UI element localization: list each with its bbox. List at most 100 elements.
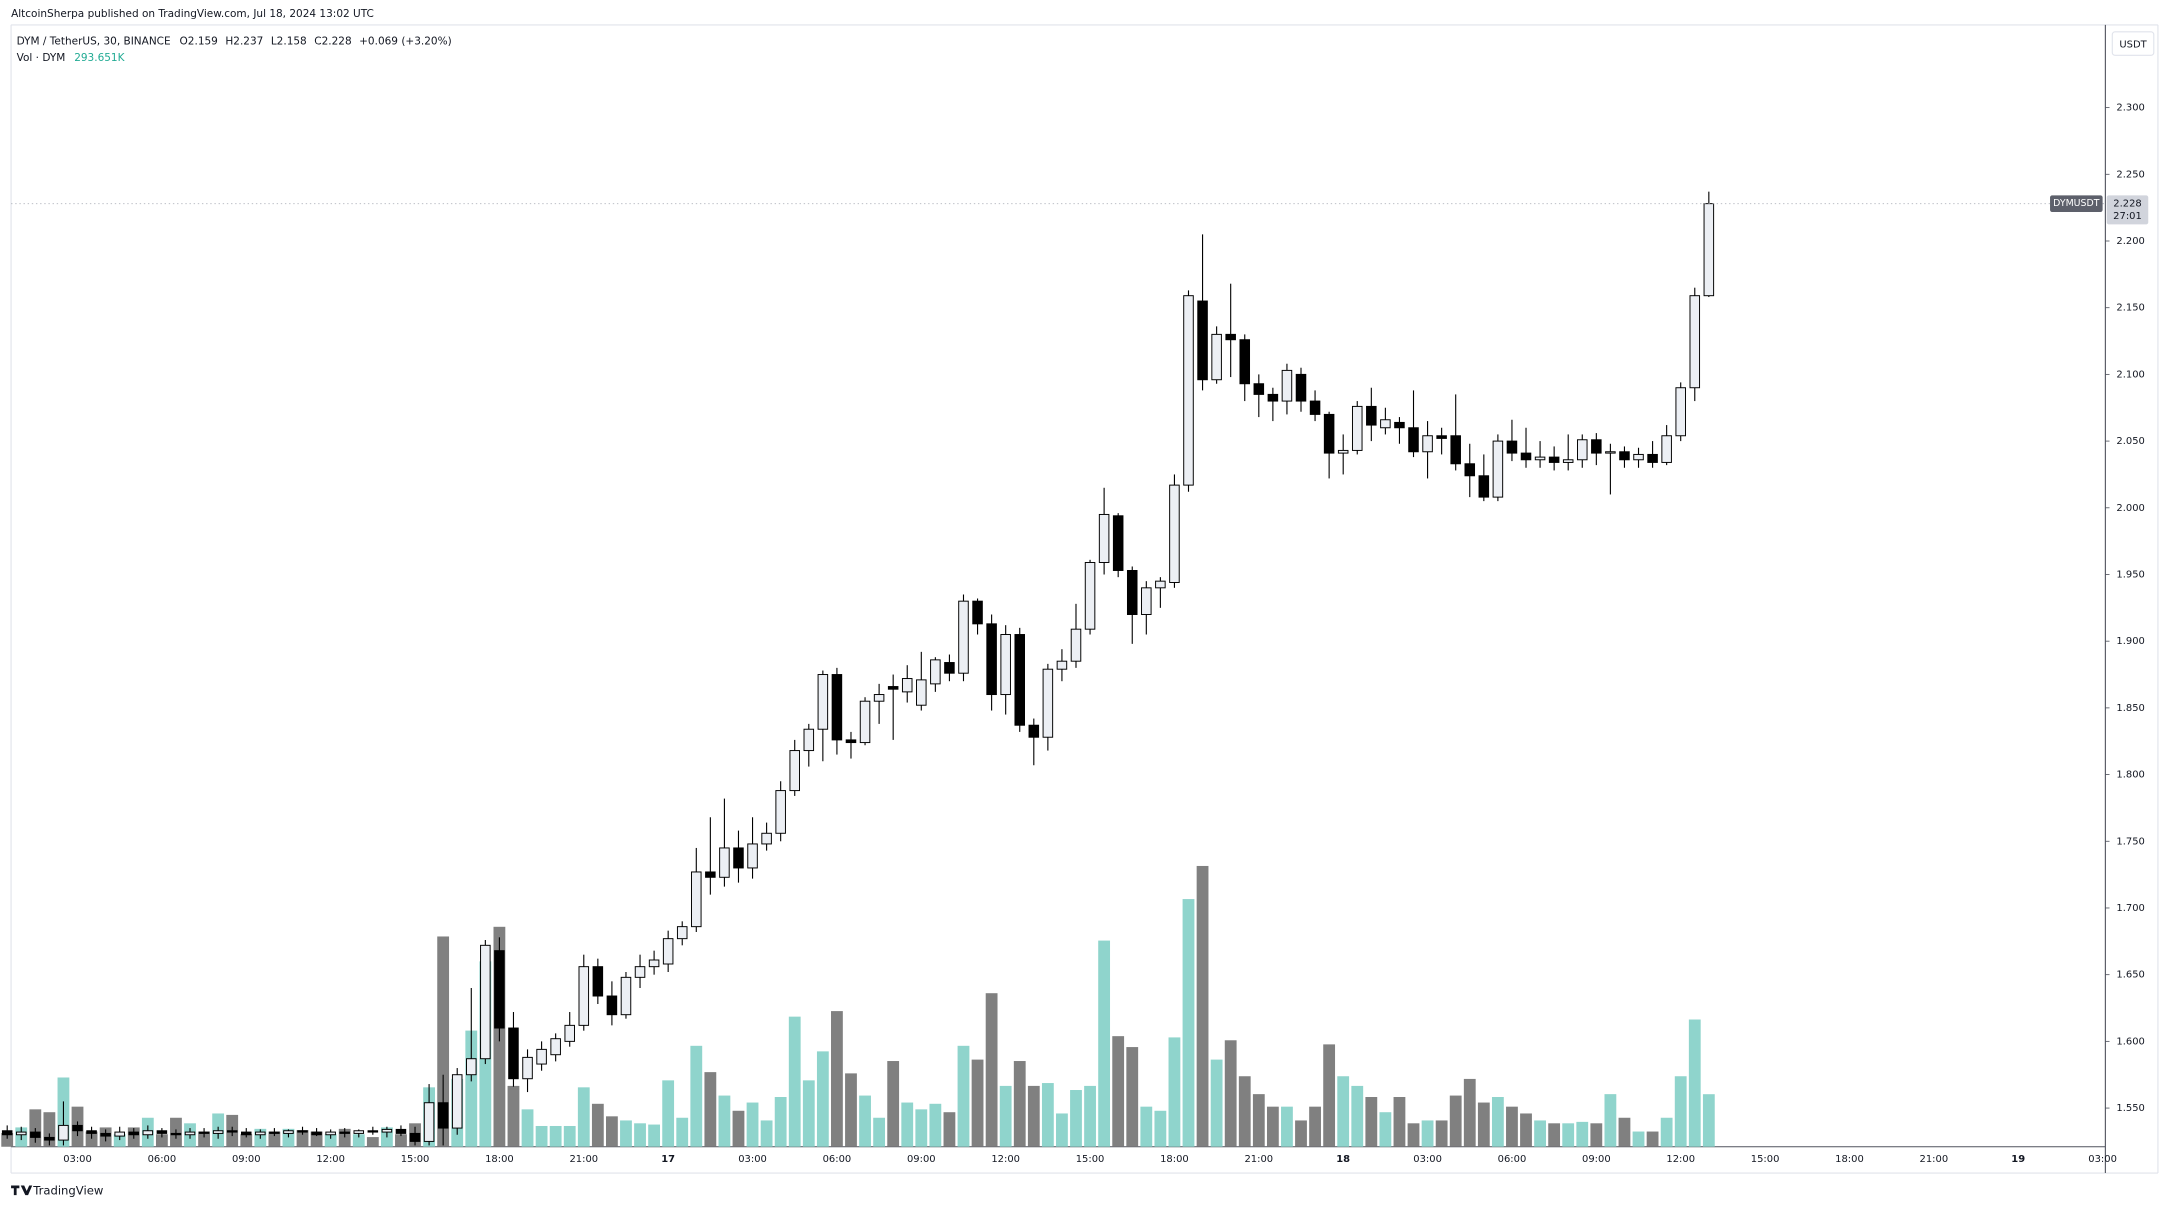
volume-bar (1295, 1120, 1307, 1147)
x-tick-label: 21:00 (1244, 1154, 1273, 1165)
volume-bar (577, 1087, 590, 1147)
candle-body (1380, 419, 1391, 429)
candle-body (58, 1124, 69, 1141)
ohlc-value: 2.158 (277, 36, 307, 48)
x-tick-label: 15:00 (1751, 1154, 1780, 1165)
volume-bar (887, 1061, 900, 1147)
price-tag-value: 2.228 (2113, 199, 2141, 210)
candle-body (901, 678, 913, 693)
volume-bar (310, 1131, 323, 1147)
y-tick-label: 2.050 (2116, 436, 2144, 447)
candle-body (1070, 628, 1082, 662)
candle-body (747, 843, 758, 869)
currency[interactable]: USDT (2119, 39, 2147, 50)
candle-body (859, 700, 871, 744)
candle-body (480, 944, 491, 1060)
volume-bar (915, 1109, 928, 1147)
volume-last: 293.651K (74, 52, 125, 64)
candle-body (733, 847, 744, 869)
candle-body (367, 1130, 379, 1133)
candle-body (1056, 660, 1068, 670)
candle-body (1675, 387, 1686, 437)
candle-body (1183, 295, 1194, 486)
volume-bar (1182, 899, 1195, 1147)
countdown: 27:01 (2113, 211, 2142, 222)
volume-bar (507, 1085, 520, 1147)
x-tick-label: 18 (1336, 1154, 1350, 1165)
candle-body (1562, 459, 1574, 463)
brand-logo (11, 1185, 33, 1196)
candle-body (1633, 453, 1644, 461)
volume-bar (1154, 1110, 1167, 1147)
candle-body (1576, 439, 1588, 461)
currency-button[interactable] (2111, 31, 2155, 56)
volume-bar (1632, 1131, 1645, 1147)
volume-bar (1646, 1131, 1659, 1147)
volume-bar (366, 1137, 379, 1147)
volume-bar (1421, 1120, 1434, 1147)
volume-bar (620, 1120, 632, 1147)
volume-bar (1098, 940, 1111, 1147)
candle-body (241, 1131, 252, 1136)
ohlc-value: 2.237 (233, 36, 263, 48)
volume-bar (296, 1130, 309, 1147)
candle-body (325, 1131, 336, 1136)
candle-body (423, 1102, 435, 1142)
candle-body (466, 1058, 477, 1076)
candle-body (972, 600, 983, 625)
candle-body (1605, 451, 1616, 454)
volume-bar (676, 1117, 689, 1147)
candle-body (1155, 580, 1166, 589)
volume-bar (1266, 1106, 1279, 1147)
y-tick-label: 1.950 (2116, 569, 2144, 580)
volume-bar (690, 1045, 703, 1147)
candle-body (1422, 435, 1433, 453)
candle-body (1520, 452, 1532, 461)
volume-bar (1520, 1113, 1532, 1147)
volume-bar (1407, 1123, 1420, 1147)
candle-body (775, 790, 786, 834)
ohlc-value: 2.159 (188, 36, 218, 48)
candle-body (1126, 570, 1138, 615)
candle-body (1436, 435, 1447, 439)
volume-bar (1393, 1096, 1406, 1147)
candle-body (1141, 587, 1152, 615)
volume-bar (873, 1117, 886, 1147)
volume-bar (802, 1080, 815, 1147)
candle-body (170, 1132, 182, 1136)
candle-body (691, 871, 702, 928)
x-tick-label: 12:00 (991, 1154, 1020, 1165)
candle-body (72, 1124, 83, 1132)
volume-bar (521, 1109, 534, 1147)
candle-body (887, 686, 899, 690)
x-tick-label: 19 (2011, 1154, 2025, 1165)
volume-bar (1702, 1094, 1715, 1147)
volume-bar (1140, 1106, 1153, 1147)
candle-body (114, 1131, 125, 1137)
volume-bar (465, 1030, 478, 1147)
ohlc-label: C (314, 36, 321, 48)
candle-body (1197, 300, 1208, 381)
symbol: DYM / TetherUS, 30, BINANCE (17, 36, 171, 48)
x-tick-label: 17 (661, 1154, 675, 1165)
candle-body (662, 938, 674, 965)
volume-bar (1351, 1085, 1364, 1147)
y-tick-label: 1.600 (2116, 1036, 2144, 1047)
x-tick-label: 21:00 (569, 1154, 598, 1165)
candle-body (297, 1130, 308, 1133)
volume-bar (985, 993, 998, 1147)
volume-bar (1126, 1047, 1139, 1147)
candle-body (283, 1130, 294, 1134)
volume-bar (943, 1112, 956, 1147)
volume-bar (1281, 1106, 1293, 1147)
volume-bar (1562, 1123, 1575, 1147)
candle-body (128, 1131, 140, 1136)
volume-bar (760, 1120, 773, 1147)
candle-body (353, 1130, 365, 1134)
volume-bar (1252, 1094, 1265, 1147)
candle-body (30, 1131, 41, 1138)
candle-body (1351, 405, 1363, 451)
candle-body (761, 832, 772, 845)
y-tick-label: 1.550 (2116, 1103, 2144, 1114)
